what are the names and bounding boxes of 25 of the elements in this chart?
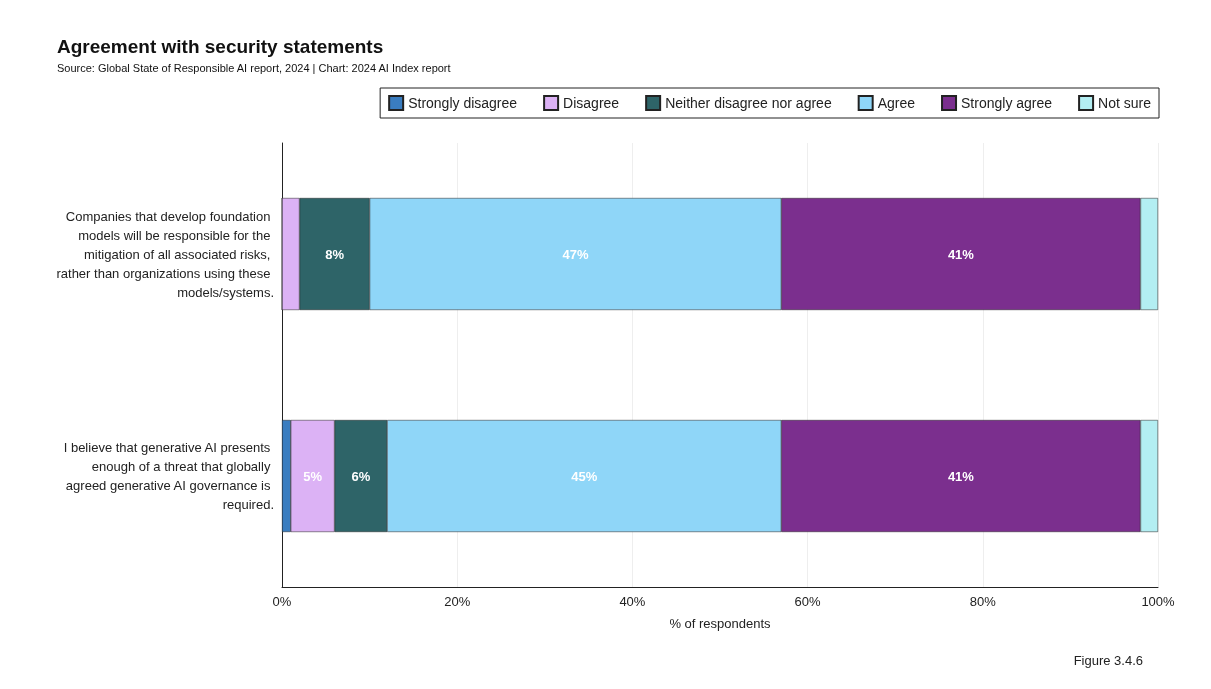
x-tick-label: 100%: [1141, 594, 1176, 609]
x-tick-label: 20%: [444, 594, 471, 609]
legend-label: Neither disagree nor agree: [665, 95, 832, 111]
chart-subtitle: Source: Global State of Responsible AI report, 2024 | Chart: 2024 AI Index report: [57, 61, 451, 74]
legend-label: Agree: [877, 95, 916, 111]
data-label: 45%: [571, 468, 598, 484]
x-tick-label: 80%: [969, 594, 997, 609]
x-axis-title: % of respondents: [669, 616, 772, 631]
caption: Figure 3.4.6: [1073, 653, 1143, 668]
data-label: 5%: [303, 468, 323, 484]
x-tick-label: 0%: [272, 594, 292, 609]
data-label: 41%: [947, 468, 975, 484]
data-label: 8%: [325, 246, 345, 262]
legend-label: Strongly disagree: [408, 95, 518, 111]
y-tick-label: I believe that generative AI presents enough of a threat that globally agreed generative AI governance is required.: [63, 440, 274, 512]
data-label: 47%: [562, 246, 589, 262]
data-label: 6%: [351, 468, 371, 484]
x-tick-label: 40%: [619, 594, 646, 609]
legend-label: Strongly agree: [961, 95, 1053, 111]
legend-label: Disagree: [563, 95, 620, 111]
x-tick-label: 60%: [794, 594, 822, 609]
legend-label: Not sure: [1098, 95, 1152, 111]
y-tick-label: Companies that develop foundation models will be responsible for the mitigation of all associated risks, rather than organizations using these models/systems.: [56, 208, 274, 300]
chart-title: Agreement with security statements: [57, 36, 384, 57]
data-label: 41%: [947, 246, 975, 262]
